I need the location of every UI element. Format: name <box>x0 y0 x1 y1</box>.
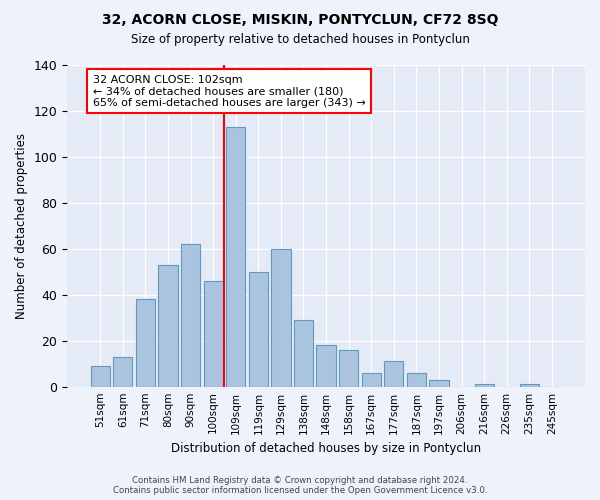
Bar <box>158 265 178 386</box>
Bar <box>91 366 110 386</box>
Text: Contains HM Land Registry data © Crown copyright and database right 2024.
Contai: Contains HM Land Registry data © Crown c… <box>113 476 487 495</box>
Bar <box>226 127 245 386</box>
Text: 32 ACORN CLOSE: 102sqm
← 34% of detached houses are smaller (180)
65% of semi-de: 32 ACORN CLOSE: 102sqm ← 34% of detached… <box>93 74 366 108</box>
Text: 32, ACORN CLOSE, MISKIN, PONTYCLUN, CF72 8SQ: 32, ACORN CLOSE, MISKIN, PONTYCLUN, CF72… <box>102 12 498 26</box>
Bar <box>203 281 223 386</box>
Text: Size of property relative to detached houses in Pontyclun: Size of property relative to detached ho… <box>131 32 469 46</box>
Bar <box>294 320 313 386</box>
Bar <box>475 384 494 386</box>
Bar <box>430 380 449 386</box>
Bar <box>181 244 200 386</box>
Bar <box>136 300 155 386</box>
Bar <box>249 272 268 386</box>
Y-axis label: Number of detached properties: Number of detached properties <box>15 133 28 319</box>
X-axis label: Distribution of detached houses by size in Pontyclun: Distribution of detached houses by size … <box>171 442 481 455</box>
Bar <box>113 357 133 386</box>
Bar <box>271 249 290 386</box>
Bar <box>384 362 403 386</box>
Bar <box>339 350 358 387</box>
Bar <box>362 373 381 386</box>
Bar <box>407 373 426 386</box>
Bar <box>520 384 539 386</box>
Bar <box>316 346 335 387</box>
